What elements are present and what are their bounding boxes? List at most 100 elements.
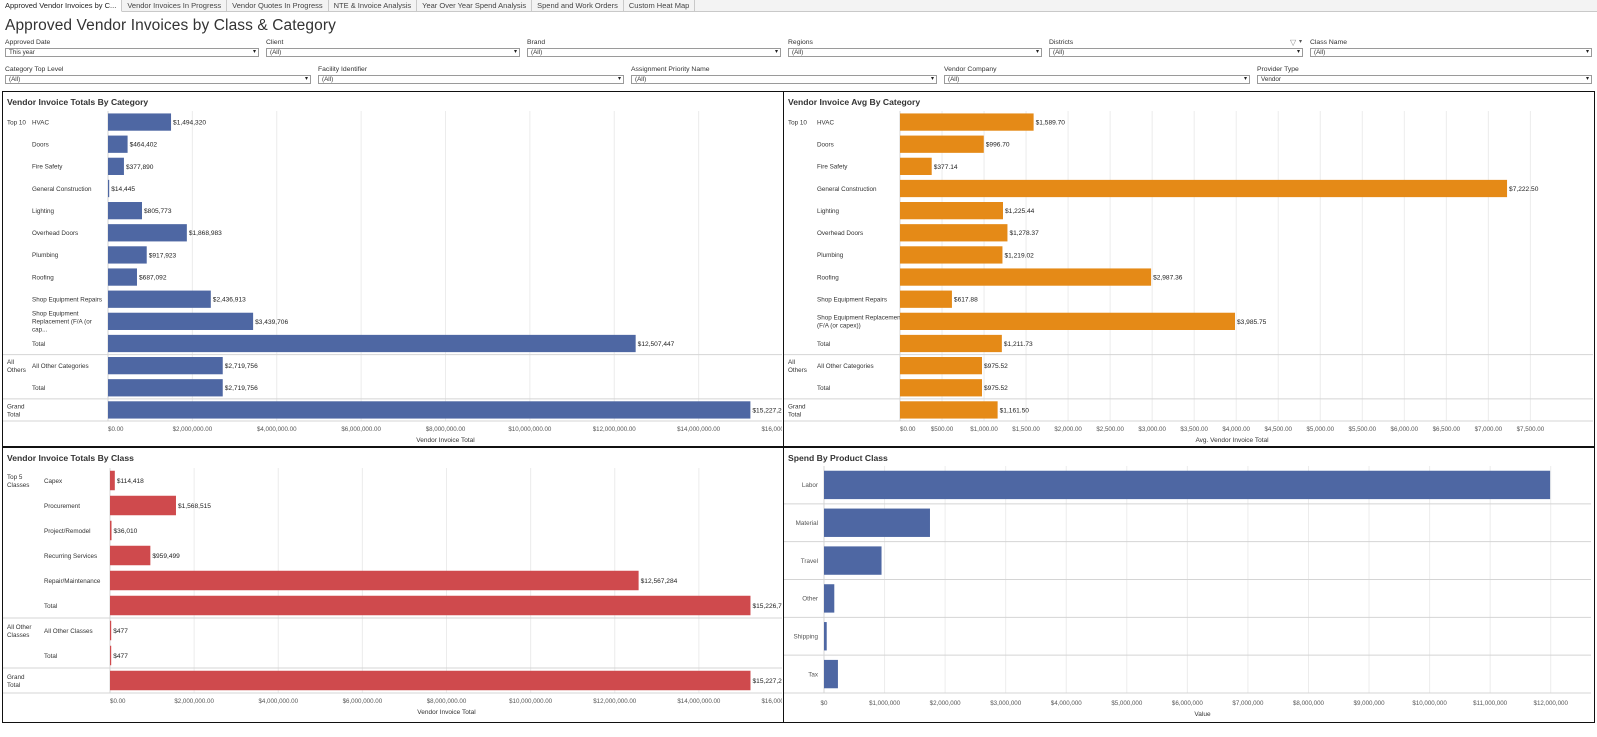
category-top-level-select[interactable]: (All) ▾ bbox=[5, 75, 311, 84]
tab-0[interactable]: Approved Vendor Invoices by C... bbox=[0, 0, 123, 12]
facility-identifier-select[interactable]: (All) ▾ bbox=[318, 75, 624, 84]
data-label: $617.88 bbox=[954, 297, 978, 304]
data-label: $477 bbox=[113, 653, 128, 660]
data-label: $1,589.70 bbox=[1036, 119, 1066, 126]
bar bbox=[110, 495, 176, 516]
data-label: $36,010 bbox=[114, 528, 138, 535]
x-tick-label: $6,500.00 bbox=[1433, 426, 1461, 433]
select-value: (All) bbox=[9, 76, 21, 83]
bar bbox=[824, 546, 882, 575]
x-tick-label: $12,000,000.00 bbox=[593, 426, 637, 433]
tab-1[interactable]: Vendor Invoices In Progress bbox=[122, 0, 228, 12]
filter-approved-date: Approved Date This year ▾ bbox=[5, 39, 259, 57]
row-label: Shop Equipment Repairs bbox=[32, 297, 102, 304]
row-label: Shop Equipment Repairs bbox=[817, 297, 887, 304]
bar bbox=[900, 312, 1236, 330]
x-tick-label: $14,000,000.00 bbox=[677, 698, 721, 705]
tab-2[interactable]: Vendor Quotes In Progress bbox=[227, 0, 329, 12]
bar bbox=[900, 334, 1002, 353]
data-label: $2,719,756 bbox=[225, 363, 258, 370]
data-label: $12,567,284 bbox=[641, 578, 678, 585]
bar bbox=[108, 334, 636, 353]
x-tick-label: $2,000.00 bbox=[1054, 426, 1082, 433]
x-tick-label: $0.00 bbox=[110, 698, 126, 705]
row-label: Overhead Doors bbox=[817, 230, 863, 237]
row-label: Fire Safety bbox=[817, 164, 848, 171]
vendor-company-select[interactable]: (All) ▾ bbox=[944, 75, 1250, 84]
data-label: $2,436,913 bbox=[213, 297, 246, 304]
select-value: (All) bbox=[270, 49, 282, 56]
x-axis-title: Avg. Vendor Invoice Total bbox=[1195, 437, 1269, 444]
assignment-priority-select[interactable]: (All) ▾ bbox=[631, 75, 937, 84]
x-tick-label: $8,000,000.00 bbox=[427, 698, 467, 705]
x-tick-label: $2,000,000.00 bbox=[174, 698, 214, 705]
row-label: Recurring Services bbox=[44, 553, 97, 560]
approved-date-select[interactable]: This year ▾ bbox=[5, 48, 259, 57]
x-tick-label: $10,000,000.00 bbox=[509, 698, 553, 705]
brand-select[interactable]: (All) ▾ bbox=[527, 48, 781, 57]
tab-4[interactable]: Year Over Year Spend Analysis bbox=[417, 0, 533, 12]
x-axis-title: Vendor Invoice Total bbox=[416, 437, 475, 444]
filter-facility-identifier: Facility Identifier (All) ▾ bbox=[318, 66, 624, 84]
x-tick-label: $8,000,000.00 bbox=[426, 426, 466, 433]
row-label: Plumbing bbox=[32, 252, 59, 259]
x-tick-label: $8,000,000 bbox=[1293, 700, 1325, 707]
group-label: Top 10 bbox=[7, 120, 26, 127]
class-name-select[interactable]: (All) ▾ bbox=[1310, 48, 1592, 57]
bar bbox=[900, 379, 982, 397]
group-label: All Other Classes bbox=[7, 624, 32, 639]
tab-5[interactable]: Spend and Work Orders bbox=[532, 0, 624, 12]
spend-by-product-class-chart: Labor Material Travel Other Shipping Tax $0 $1,… bbox=[784, 466, 1591, 718]
bar bbox=[900, 401, 998, 419]
provider-type-select[interactable]: Vendor ▾ bbox=[1257, 75, 1592, 84]
data-label: $975.52 bbox=[984, 385, 1008, 392]
bar bbox=[824, 470, 1551, 500]
data-label: $1,225.44 bbox=[1005, 208, 1035, 215]
data-label: $15,227,203 bbox=[752, 407, 782, 414]
totals-by-class-chart: Top 5 Classes Capex $114,418 Procurement $1,5… bbox=[3, 468, 782, 716]
x-tick-label: $3,000.00 bbox=[1138, 426, 1166, 433]
dropdown-toggle-icon[interactable]: ▾ bbox=[1299, 39, 1303, 45]
select-value: (All) bbox=[322, 76, 334, 83]
bar bbox=[900, 135, 984, 153]
x-tick-label: $3,000,000 bbox=[990, 700, 1022, 707]
filter-label: Client bbox=[266, 39, 284, 46]
select-value: (All) bbox=[1053, 49, 1065, 56]
chart-title: Vendor Invoice Totals By Class bbox=[7, 453, 134, 463]
data-label: $477 bbox=[113, 628, 128, 635]
bar bbox=[108, 246, 147, 264]
select-value: (All) bbox=[635, 76, 647, 83]
tab-6[interactable]: Custom Heat Map bbox=[624, 0, 696, 12]
filter-label: Category Top Level bbox=[5, 66, 64, 73]
districts-select[interactable]: (All) ▾ bbox=[1049, 48, 1303, 57]
row-label: Fire Safety bbox=[32, 164, 63, 171]
regions-select[interactable]: (All) ▾ bbox=[788, 48, 1042, 57]
data-label: $3,985.75 bbox=[1237, 319, 1267, 326]
data-label: $15,226,726 bbox=[752, 603, 782, 610]
group-label: Grand Total bbox=[788, 403, 806, 418]
row-label: General Construction bbox=[817, 186, 877, 193]
filter-vendor-company: Vendor Company (All) ▾ bbox=[944, 66, 1250, 84]
group-label: Top 10 bbox=[788, 120, 807, 127]
data-label: $377.14 bbox=[934, 164, 958, 171]
x-tick-label: $10,000,000.00 bbox=[508, 426, 552, 433]
row-label: Doors bbox=[32, 142, 49, 149]
chart-panel-spend-by-product-class: Spend By Product Class Labor Material Trav… bbox=[783, 447, 1595, 723]
x-tick-label: $500.00 bbox=[931, 426, 954, 433]
tab-3[interactable]: NTE & Invoice Analysis bbox=[329, 0, 418, 12]
x-tick-label: $3,500.00 bbox=[1180, 426, 1208, 433]
category-label: Labor bbox=[802, 482, 818, 489]
x-tick-label: $12,000,000.00 bbox=[593, 698, 637, 705]
filter-funnel-icon[interactable]: ▽ bbox=[1290, 38, 1297, 47]
filter-label: Provider Type bbox=[1257, 66, 1299, 73]
bar bbox=[108, 157, 124, 175]
category-label: Tax bbox=[808, 671, 819, 678]
data-label: $1,161.50 bbox=[1000, 407, 1030, 414]
row-label: Shop Equipment Replacement (F/A (or cap... bbox=[32, 311, 92, 334]
client-select[interactable]: (All) ▾ bbox=[266, 48, 520, 57]
select-value: (All) bbox=[948, 76, 960, 83]
data-label: $1,211.73 bbox=[1004, 341, 1033, 348]
x-tick-label: $4,000,000 bbox=[1051, 700, 1083, 707]
chevron-down-icon: ▾ bbox=[930, 76, 934, 82]
bar bbox=[900, 268, 1152, 286]
